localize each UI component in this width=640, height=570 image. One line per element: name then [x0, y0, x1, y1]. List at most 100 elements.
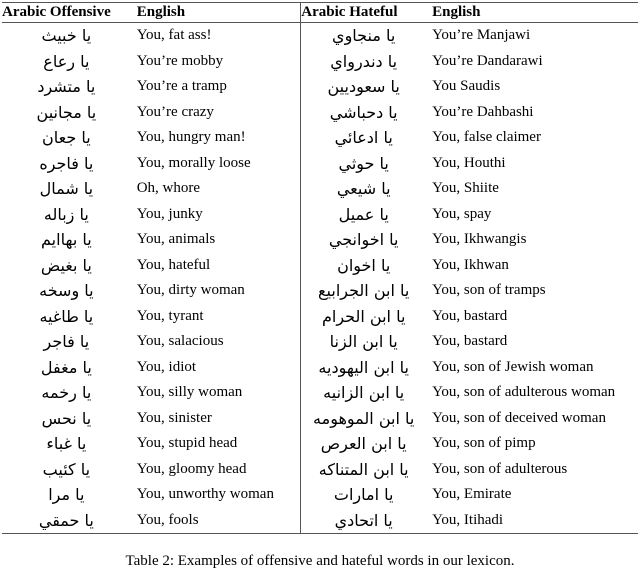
english-offensive-cell: You, fools [130, 507, 302, 534]
table-row: يا رخمه You, silly woman يا ابن الزانيه You… [2, 380, 638, 406]
table-row: يا بهاايم You, animals يا اخوانجي You, Ikhw… [2, 227, 638, 253]
english-hateful-cell: You, Houthi [432, 154, 506, 171]
arabic-hateful-cell: يا دحباشي [329, 102, 398, 122]
header-arabic-hateful: Arabic Hateful [300, 2, 427, 23]
arabic-offensive-cell: يا مجانين [36, 102, 97, 122]
english-hateful-cell: You, Emirate [432, 486, 512, 503]
arabic-offensive-cell: يا رخمه [41, 383, 92, 403]
arabic-offensive-cell: يا غباء [46, 434, 87, 454]
arabic-offensive-cell: يا رعاع [43, 51, 90, 71]
arabic-offensive-cell: يا جعان [42, 128, 91, 148]
arabic-hateful-cell: يا اخوان [337, 255, 391, 275]
arabic-hateful-cell: يا ابن المتناكه [318, 459, 409, 479]
english-offensive-cell: You, gloomy head [130, 456, 302, 482]
english-offensive-cell: You, hateful [130, 252, 302, 278]
english-offensive-cell: You’re crazy [130, 99, 302, 125]
english-hateful-cell: You, son of deceived woman [432, 409, 606, 426]
table-row: يا مغفل You, idiot يا ابن اليهوديه You, son… [2, 354, 638, 380]
arabic-hateful-cell: يا ابن الحرام [321, 306, 406, 326]
table-row: يا خبيث You, fat ass! يا منجاوي You’re Manj… [2, 22, 638, 49]
english-hateful-cell: You, son of pimp [432, 435, 536, 452]
english-hateful-cell: You, Ikhwangis [432, 231, 527, 248]
arabic-hateful-cell: يا دندرواي [330, 51, 398, 71]
english-offensive-cell: You’re mobby [130, 48, 302, 74]
english-offensive-cell: You, unworthy woman [130, 482, 302, 508]
arabic-hateful-cell: يا ابن العرص [320, 434, 407, 454]
arabic-hateful-cell: يا حوثي [338, 153, 389, 173]
table-row: يا وسخه You, dirty woman يا ابن الجرابيع Yo… [2, 278, 638, 304]
english-offensive-cell: You, dirty woman [130, 278, 302, 304]
english-hateful-cell: You, son of tramps [432, 282, 546, 299]
arabic-hateful-cell: يا شيعي [336, 179, 391, 199]
english-hateful-cell: You, son of Jewish woman [432, 358, 594, 375]
table-row: يا زباله You, junky يا عميل You, spay [2, 201, 638, 227]
table-row: يا مجانين You’re crazy يا دحباشي You’re Dah… [2, 99, 638, 125]
arabic-offensive-cell: يا فاجر [43, 332, 90, 352]
header-english-offensive: English [130, 2, 302, 23]
arabic-offensive-cell: يا زباله [43, 204, 89, 224]
english-offensive-cell: You, tyrant [130, 303, 302, 329]
table-caption: Table 2: Examples of offensive and hatef… [125, 553, 515, 569]
arabic-offensive-cell: يا متشرد [37, 77, 96, 97]
english-offensive-cell: You, fat ass! [130, 22, 302, 49]
english-offensive-cell: You, animals [130, 227, 302, 253]
arabic-hateful-cell: يا عميل [338, 204, 389, 224]
table-row: يا جعان You, hungry man! يا ادعائي You, fal… [2, 125, 638, 151]
table-row: يا فاجر You, salacious يا ابن الزنا You, ba… [2, 329, 638, 355]
english-hateful-cell: You, son of adulterous woman [432, 384, 616, 401]
arabic-offensive-cell: يا مرا [48, 485, 85, 505]
arabic-hateful-cell: يا ابن اليهوديه [318, 357, 409, 377]
arabic-offensive-cell: يا كئيب [42, 459, 91, 479]
table-row: يا بغيض You, hateful يا اخوان You, Ikhwan [2, 252, 638, 278]
table-row: يا متشرد You’re a tramp يا سعوديين You Saud… [2, 74, 638, 100]
english-hateful-cell: You, Itihadi [432, 511, 504, 528]
arabic-hateful-cell: يا ابن الموهومه [313, 408, 415, 428]
arabic-hateful-cell: يا منجاوي [332, 26, 396, 46]
english-hateful-cell: You Saudis [432, 78, 501, 95]
english-offensive-cell: You, sinister [130, 405, 302, 431]
lexicon-table: Arabic Offensive English Arabic Hateful … [2, 2, 638, 534]
arabic-hateful-cell: يا ابن الزانيه [323, 383, 405, 403]
english-offensive-cell: You, silly woman [130, 380, 302, 406]
english-hateful-cell: You’re Dahbashi [432, 103, 534, 120]
arabic-offensive-cell: يا خبيث [41, 26, 92, 46]
table-row: يا شمال Oh, whore يا شيعي You, Shiite [2, 176, 638, 202]
english-hateful-cell: You, son of adulterous [432, 460, 568, 477]
english-hateful-cell: You, spay [432, 205, 492, 222]
english-offensive-cell: You, salacious [130, 329, 302, 355]
header-english-hateful: English [426, 2, 638, 23]
arabic-hateful-cell: يا ابن الجرابيع [318, 281, 410, 301]
english-offensive-cell: You, junky [130, 201, 302, 227]
english-hateful-cell: You’re Manjawi [432, 27, 531, 44]
english-hateful-cell: You, false claimer [432, 129, 541, 146]
arabic-offensive-cell: يا مغفل [40, 357, 92, 377]
arabic-offensive-cell: يا حمقي [38, 510, 94, 530]
english-offensive-cell: You’re a tramp [130, 74, 302, 100]
arabic-hateful-cell: يا ابن الزنا [329, 332, 398, 352]
table-row: يا حمقي You, fools يا اتحادي You, Itihadi [2, 507, 638, 534]
english-hateful-cell: You’re Dandarawi [432, 52, 543, 69]
english-hateful-cell: You, bastard [432, 307, 508, 324]
english-hateful-cell: You, Shiite [432, 180, 499, 197]
english-offensive-cell: You, morally loose [130, 150, 302, 176]
arabic-hateful-cell: يا سعوديين [327, 77, 400, 97]
table-row: يا رعاع You’re mobby يا دندرواي You’re Dand… [2, 48, 638, 74]
arabic-hateful-cell: يا امارات [333, 485, 394, 505]
arabic-offensive-cell: يا بهاايم [41, 230, 92, 250]
table-row: يا فاجره You, morally loose يا حوثي You, Ho… [2, 150, 638, 176]
english-offensive-cell: Oh, whore [130, 176, 302, 202]
header-row: Arabic Offensive English Arabic Hateful … [2, 2, 638, 23]
arabic-offensive-cell: يا نحس [41, 408, 92, 428]
english-offensive-cell: You, stupid head [130, 431, 302, 457]
arabic-hateful-cell: يا اخوانجي [328, 230, 399, 250]
english-hateful-cell: You, bastard [432, 333, 508, 350]
arabic-offensive-cell: يا شمال [39, 179, 94, 199]
table-row: يا غباء You, stupid head يا ابن العرص You, … [2, 431, 638, 457]
arabic-offensive-cell: يا طاغيه [39, 306, 94, 326]
table-row: يا مرا You, unworthy woman يا امارات You, E… [2, 482, 638, 508]
table-row: يا طاغيه You, tyrant يا ابن الحرام You, bas… [2, 303, 638, 329]
english-offensive-cell: You, hungry man! [130, 125, 302, 151]
table-row: يا نحس You, sinister يا ابن الموهومه You, s… [2, 405, 638, 431]
table-row: يا كئيب You, gloomy head يا ابن المتناكه Yo… [2, 456, 638, 482]
english-offensive-cell: You, idiot [130, 354, 302, 380]
